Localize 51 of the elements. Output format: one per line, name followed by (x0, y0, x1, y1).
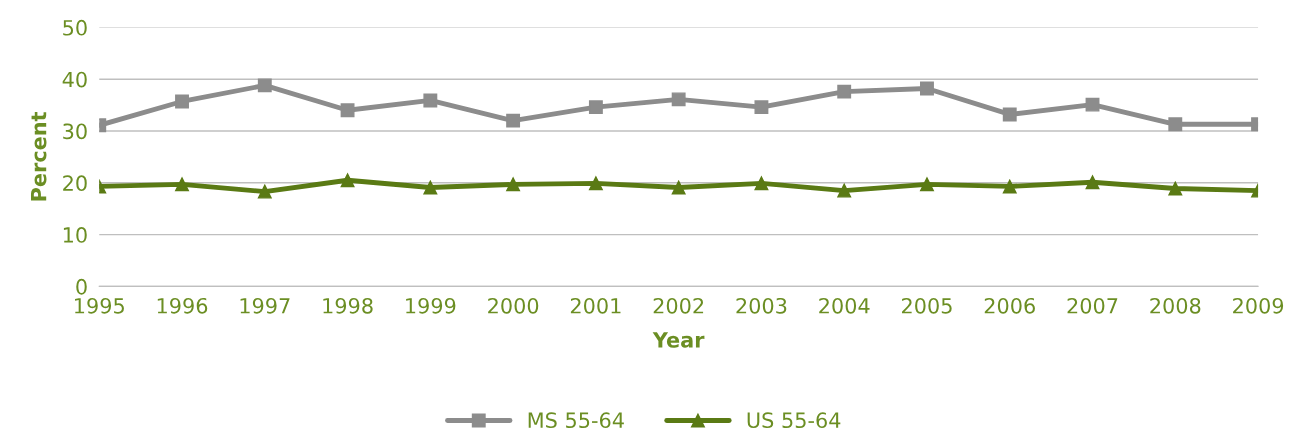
x-tick-label: 1996 (157, 297, 208, 314)
point (920, 177, 934, 192)
x-tick-label: 2004 (819, 297, 870, 314)
point (1002, 179, 1017, 194)
x-tick-label: 2003 (736, 297, 787, 314)
y-axis-title: Percent (31, 111, 47, 201)
x-tick-label: 1997 (240, 297, 290, 314)
x-tick-label: 2000 (488, 297, 539, 314)
y-tick-label: 40 (62, 71, 87, 88)
x-tick-label: 1995 (75, 297, 124, 314)
point (257, 78, 272, 93)
point (837, 84, 852, 99)
point (175, 94, 189, 109)
point (588, 176, 603, 191)
point (175, 177, 189, 192)
x-tick-label: 2002 (653, 297, 704, 314)
point (506, 177, 521, 192)
x-tick-label: 2007 (1067, 297, 1118, 314)
point (506, 113, 521, 128)
point (837, 183, 852, 198)
point (257, 184, 272, 199)
y-tick-label: 50 (63, 19, 87, 36)
point (1168, 181, 1183, 196)
y-tick-label: 30 (63, 123, 87, 140)
point (1085, 175, 1100, 190)
x-axis-title: Year (652, 332, 705, 348)
y-tick-label: 10 (63, 227, 87, 243)
point (1168, 117, 1183, 132)
point (1085, 97, 1100, 112)
point (588, 100, 603, 115)
point (671, 180, 686, 195)
point (754, 176, 769, 191)
x-tick-label: 1999 (406, 297, 456, 314)
x-tick-label: 2008 (1150, 297, 1201, 314)
legend-label: MS 55-64 (528, 412, 624, 429)
x-tick-label: 2001 (570, 297, 621, 314)
point (423, 93, 438, 108)
point (754, 100, 769, 115)
x-tick-label: 2005 (901, 297, 952, 314)
point (340, 173, 355, 188)
x-tick-label: 2009 (1233, 297, 1284, 314)
y-tick-label: 20 (63, 175, 87, 192)
point (1002, 107, 1017, 122)
point (423, 180, 438, 195)
point (920, 81, 934, 96)
x-tick-label: 2006 (984, 297, 1035, 314)
x-tick-label: 1998 (323, 297, 373, 314)
point (671, 92, 686, 107)
y-tick-label: 0 (76, 278, 87, 295)
legend-label: US 55-64 (747, 412, 841, 429)
point (340, 103, 355, 118)
